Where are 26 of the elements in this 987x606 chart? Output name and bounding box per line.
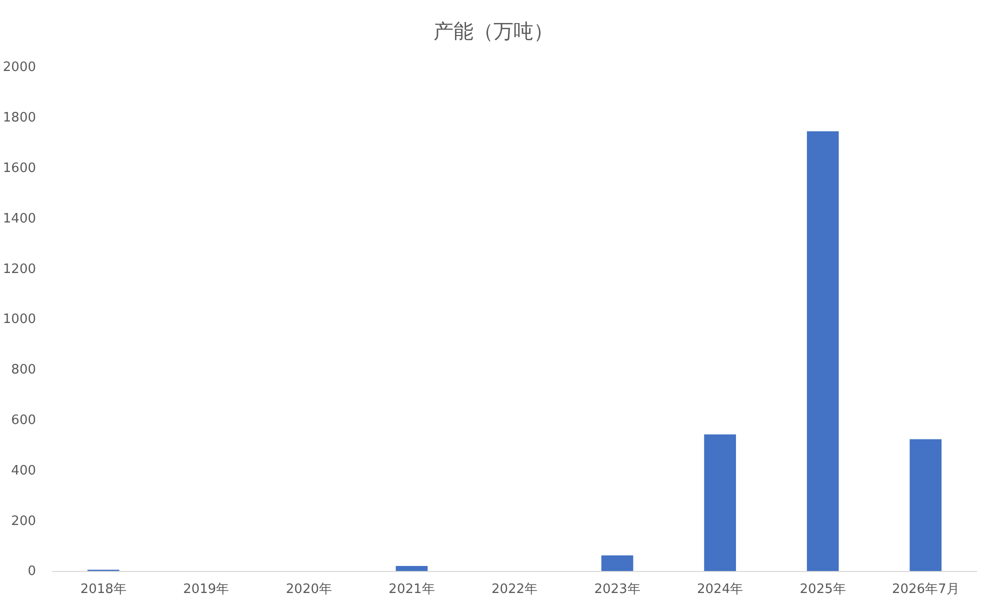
y-tick-label: 800 [11,362,36,378]
y-tick-label: 1400 [2,211,36,226]
x-tick-label: 2020年 [286,582,332,598]
bar [910,439,942,571]
y-tick-label: 1800 [2,110,36,126]
bar [396,566,428,571]
y-tick-label: 1200 [2,262,36,277]
x-tick-label: 2018年 [80,582,126,598]
bar [806,131,839,571]
x-tick-label: 2025年 [800,582,846,598]
y-tick-label: 1000 [2,312,36,328]
x-tick-label: 2023年 [594,582,640,598]
chart-title: 产能（万吨） [434,19,554,43]
x-tick-label: 2022年 [491,582,538,598]
y-tick-label: 0 [28,564,36,580]
y-tick-label: 600 [11,412,36,428]
y-tick-label: 400 [11,463,36,478]
bar [704,434,736,571]
y-tick-label: 2000 [2,60,36,76]
x-tick-label: 2021年 [388,582,435,598]
y-tick-label: 1600 [2,160,36,176]
x-tick-label: 2019年 [183,582,230,598]
x-tick-label: 2024年 [697,582,744,598]
bar [601,555,634,571]
x-tick-label: 2026年7月 [892,582,960,598]
y-tick-label: 200 [11,514,36,529]
